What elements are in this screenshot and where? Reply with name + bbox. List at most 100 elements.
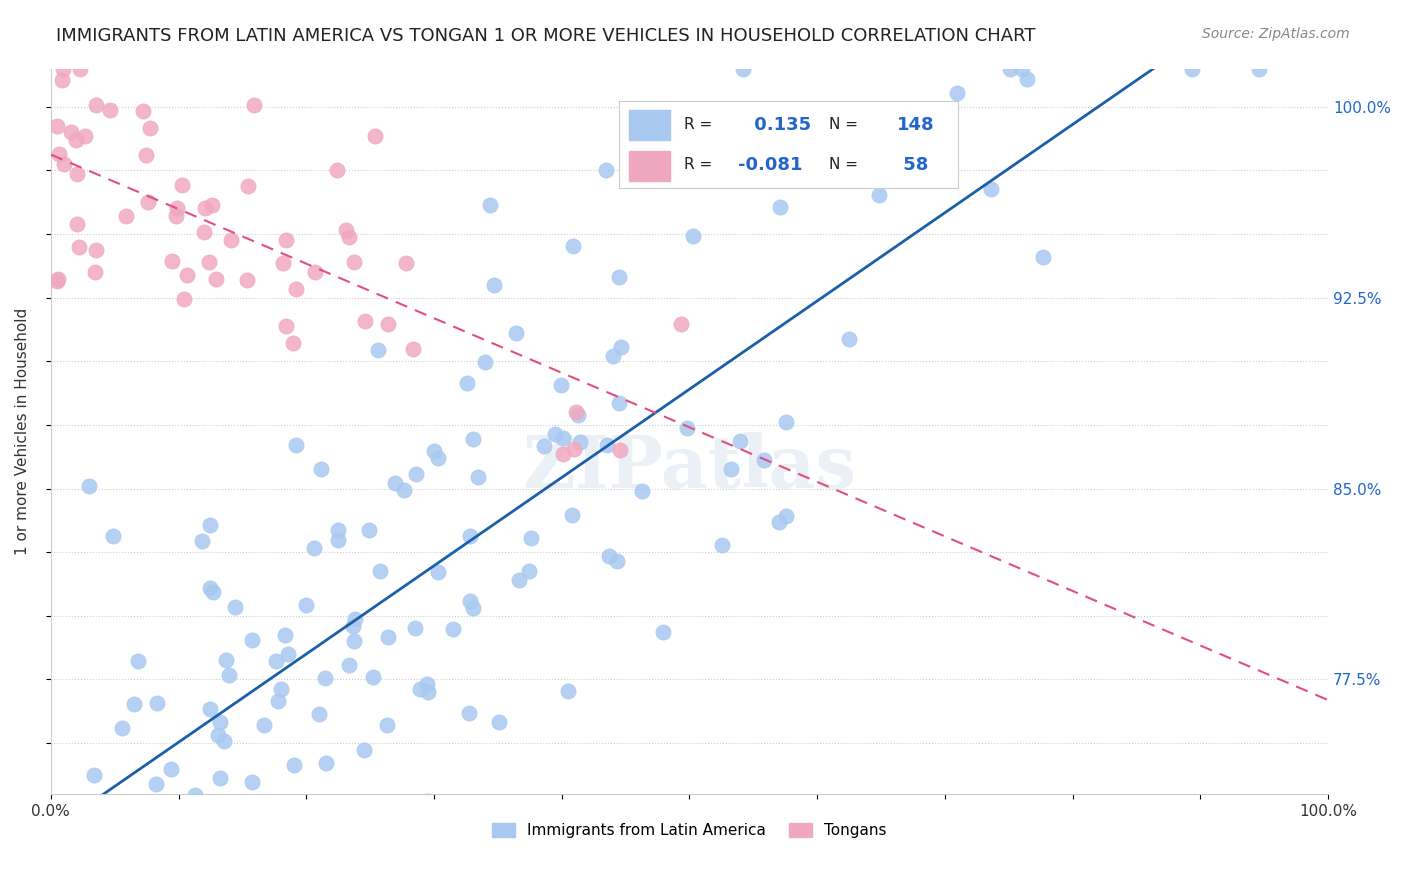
Point — [314, 671, 336, 685]
Point — [441, 622, 464, 636]
Point — [752, 452, 775, 467]
Point — [52, 62, 75, 76]
Point — [342, 619, 364, 633]
Point — [458, 594, 481, 608]
Point — [139, 121, 162, 136]
Point — [485, 813, 508, 827]
Point — [402, 342, 425, 356]
Point — [209, 771, 232, 785]
Point — [384, 476, 406, 491]
Point — [66, 217, 89, 231]
Point — [392, 483, 415, 497]
Point — [190, 533, 212, 548]
Point — [198, 518, 221, 533]
Point — [478, 197, 501, 211]
Point — [84, 813, 107, 827]
Point — [375, 717, 398, 731]
Point — [731, 110, 754, 124]
Point — [65, 133, 87, 147]
Point — [377, 630, 399, 644]
Point — [134, 813, 156, 827]
Point — [868, 187, 890, 202]
Point — [416, 685, 439, 699]
Point — [343, 612, 366, 626]
Point — [676, 420, 699, 434]
Point — [343, 255, 366, 269]
Point — [337, 229, 360, 244]
Point — [145, 813, 167, 827]
Point — [1015, 71, 1038, 86]
Point — [416, 677, 439, 691]
Point — [335, 223, 357, 237]
Point — [364, 129, 387, 144]
Point — [598, 549, 620, 563]
Point — [165, 209, 187, 223]
Point — [135, 148, 157, 162]
Point — [166, 201, 188, 215]
Point — [595, 162, 617, 177]
Point — [274, 319, 297, 334]
Point — [224, 599, 246, 614]
Point — [46, 274, 69, 288]
Point — [274, 233, 297, 247]
Point — [775, 415, 797, 429]
Point — [267, 694, 290, 708]
Point — [409, 682, 432, 697]
Point — [283, 336, 305, 351]
Point — [1181, 62, 1204, 76]
Text: ZIPatlas: ZIPatlas — [523, 432, 856, 503]
Point — [533, 439, 555, 453]
Point — [359, 524, 381, 538]
Point — [48, 147, 70, 161]
Point — [218, 667, 240, 681]
Point — [302, 541, 325, 556]
Point — [284, 438, 307, 452]
Point — [426, 565, 449, 579]
Point — [198, 799, 221, 814]
Point — [367, 343, 389, 357]
Point — [173, 292, 195, 306]
Point — [610, 340, 633, 354]
Point — [1011, 62, 1033, 76]
Point — [544, 427, 567, 442]
Point — [325, 162, 347, 177]
Point — [253, 717, 276, 731]
Point — [567, 408, 589, 422]
Point — [520, 531, 543, 545]
Point — [517, 565, 540, 579]
Point — [163, 813, 186, 827]
Point — [565, 405, 588, 419]
Point — [998, 62, 1021, 76]
Legend: Immigrants from Latin America, Tongans: Immigrants from Latin America, Tongans — [486, 817, 893, 845]
Point — [607, 395, 630, 409]
Point — [114, 209, 136, 223]
Point — [200, 581, 222, 595]
Point — [568, 434, 591, 449]
Point — [309, 462, 332, 476]
Point — [354, 314, 377, 328]
Point — [84, 97, 107, 112]
Point — [145, 777, 167, 791]
Point — [775, 509, 797, 524]
Point — [277, 647, 299, 661]
Point — [51, 72, 73, 87]
Point — [343, 634, 366, 648]
Point — [264, 654, 287, 668]
Point — [458, 529, 481, 543]
Point — [190, 806, 212, 821]
Point — [172, 178, 194, 193]
Point — [127, 655, 149, 669]
Point — [508, 573, 530, 587]
Point — [146, 696, 169, 710]
Point — [204, 272, 226, 286]
Point — [720, 462, 742, 476]
Point — [295, 598, 318, 612]
Point — [368, 564, 391, 578]
Point — [219, 233, 242, 247]
Point — [212, 733, 235, 747]
Point — [422, 443, 444, 458]
Y-axis label: 1 or more Vehicles in Household: 1 or more Vehicles in Household — [15, 308, 30, 555]
Point — [900, 128, 922, 143]
Point — [65, 168, 87, 182]
Point — [201, 198, 224, 212]
